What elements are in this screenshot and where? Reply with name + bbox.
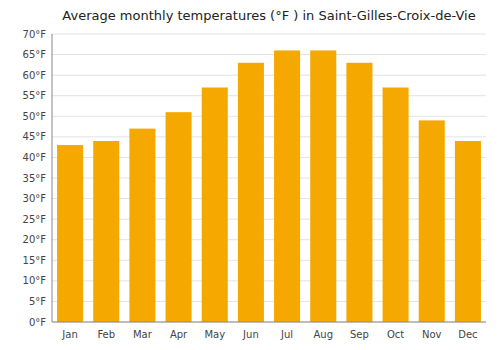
chart-svg: Average monthly temperatures (°F ) in Sa… xyxy=(0,0,500,350)
x-tick-label: Nov xyxy=(422,329,442,340)
x-tick-label: May xyxy=(204,329,225,340)
bars xyxy=(57,50,481,322)
x-tick-label: Apr xyxy=(170,329,188,340)
x-tick-label: Sep xyxy=(350,329,369,340)
y-tick-label: 60°F xyxy=(23,70,47,81)
bar xyxy=(383,87,409,322)
x-tick-label: Jun xyxy=(242,329,259,340)
bar xyxy=(166,112,192,322)
y-tick-label: 65°F xyxy=(23,49,47,60)
bar xyxy=(346,63,372,322)
y-axis-line xyxy=(52,34,53,322)
grid-line xyxy=(52,95,486,96)
x-tick-label: Oct xyxy=(387,329,404,340)
chart-container: Average monthly temperatures (°F ) in Sa… xyxy=(0,0,500,350)
x-tick-label: Feb xyxy=(97,329,115,340)
bar xyxy=(310,50,336,322)
x-tick-label: Mar xyxy=(133,329,153,340)
grid-line xyxy=(52,322,486,323)
x-axis-line xyxy=(52,322,486,323)
y-tick-label: 45°F xyxy=(23,131,47,142)
bar xyxy=(238,63,264,322)
x-tick-label: Aug xyxy=(313,329,333,340)
bar xyxy=(202,87,228,322)
chart-title: Average monthly temperatures (°F ) in Sa… xyxy=(62,8,475,23)
x-tick-label: Jul xyxy=(280,329,293,340)
y-tick-label: 40°F xyxy=(23,152,47,163)
grid-line xyxy=(52,54,486,55)
y-tick-label: 5°F xyxy=(29,296,46,307)
y-tick-label: 70°F xyxy=(23,29,47,40)
bar xyxy=(93,141,119,322)
bar xyxy=(419,120,445,322)
grid-line xyxy=(52,75,486,76)
y-tick-label: 15°F xyxy=(23,255,47,266)
bar xyxy=(129,129,155,322)
x-tick-label: Dec xyxy=(458,329,477,340)
y-tick-label: 30°F xyxy=(23,193,47,204)
grid-line xyxy=(52,116,486,117)
y-tick-label: 0°F xyxy=(29,317,46,328)
grid xyxy=(52,34,486,322)
bar xyxy=(274,50,300,322)
y-tick-label: 35°F xyxy=(23,173,47,184)
bar xyxy=(57,145,83,322)
y-tick-label: 55°F xyxy=(23,90,47,101)
y-tick-label: 50°F xyxy=(23,111,47,122)
bar xyxy=(455,141,481,322)
y-tick-label: 25°F xyxy=(23,214,47,225)
x-tick-label: Jan xyxy=(61,329,77,340)
grid-line xyxy=(52,34,486,35)
y-tick-label: 20°F xyxy=(23,234,47,245)
y-tick-label: 10°F xyxy=(23,275,47,286)
